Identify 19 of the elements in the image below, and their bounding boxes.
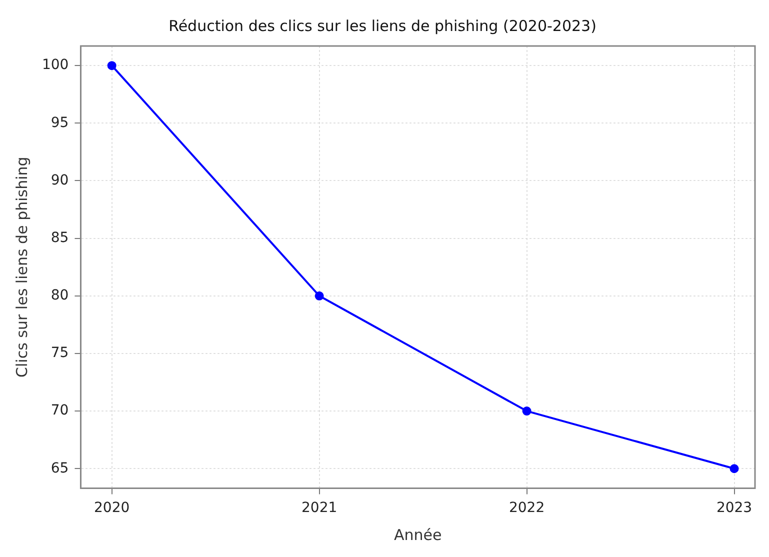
x-tick-label: 2022 [508,500,545,516]
y-tick-label: 100 [42,57,69,74]
y-tick-label: 70 [50,402,69,419]
y-tick-label: 95 [50,114,69,131]
y-tick-label: 90 [50,172,69,188]
point [730,464,739,474]
x-tick-label: 2020 [94,500,130,516]
point [314,291,324,300]
y-tick-label: 85 [50,230,69,246]
chart-title: Réduction des clics sur les liens de phishing (2020-2023) [168,16,596,35]
x-tick-label: 2023 [716,500,752,516]
point [522,406,532,416]
y-tick-label: 80 [50,288,69,304]
x-axis-title: Année [394,526,442,544]
y-axis-title: Clics sur les liens de phishing [12,156,31,378]
x-tick-label: 2021 [301,500,338,516]
y-tick-label: 75 [50,345,69,362]
point [107,61,116,70]
y-tick-label: 65 [50,460,69,476]
